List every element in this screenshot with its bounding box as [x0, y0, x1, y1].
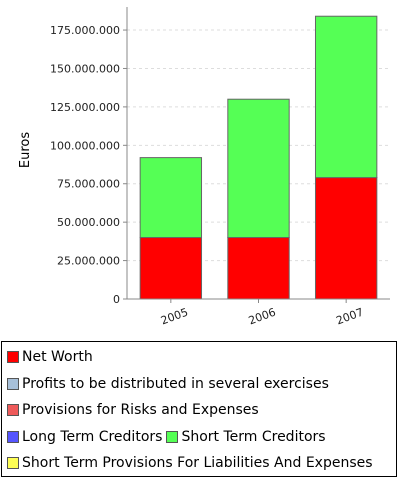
bar-segment[interactable] [139, 237, 203, 300]
legend-swatch [7, 351, 19, 363]
x-tick-label: 2005 [159, 306, 190, 328]
legend-row: Provisions for Risks and Expenses [7, 400, 259, 420]
stacked-bar-chart: 0 25.000.000 50.000.000 75.000.000 100.000.0… [18, 7, 390, 327]
legend-swatch [7, 430, 19, 443]
legend-label: Short Term Creditors [181, 428, 326, 445]
x-tick-labels: 2005 2006 2007 [159, 299, 365, 327]
legend-item[interactable]: Short Term Creditors [166, 428, 326, 445]
bar-segment[interactable] [314, 177, 378, 300]
y-tick-label: 75.000.000 [57, 178, 120, 191]
y-axis-title: Euros [18, 132, 33, 168]
chart-area: 0 25.000.000 50.000.000 75.000.000 100.000.0… [18, 7, 390, 327]
bar-segment[interactable] [314, 15, 378, 179]
legend-swatch [7, 457, 19, 469]
y-tick-labels: 0 25.000.000 50.000.000 75.000.000 100.000.0… [50, 24, 127, 306]
legend: Net Worth Profits to be distributed in se… [1, 341, 397, 477]
legend-label: Profits to be distributed in several exe… [22, 375, 329, 392]
legend-label: Net Worth [22, 349, 93, 365]
y-tick-label: 150.000.000 [50, 62, 120, 75]
y-tick-label: 125.000.000 [50, 101, 120, 114]
y-tick-label: 25.000.000 [57, 255, 120, 268]
legend-item[interactable]: Profits to be distributed in several exe… [7, 376, 329, 392]
bars [139, 15, 378, 300]
legend-swatch [7, 377, 19, 390]
x-tick-label: 2007 [334, 306, 365, 328]
legend-item[interactable]: Long Term Creditors [7, 429, 162, 445]
legend-row: Long Term Creditors Short Term Creditors [7, 427, 326, 447]
legend-label: Short Term Provisions For Liabilities An… [22, 455, 373, 471]
legend-label: Provisions for Risks and Expenses [22, 402, 259, 418]
y-tick-label: 100.000.000 [50, 139, 120, 152]
y-tick-label: 0 [113, 293, 120, 306]
legend-item[interactable]: Short Term Provisions For Liabilities An… [7, 455, 373, 471]
y-tick-label: 175.000.000 [50, 24, 120, 37]
bar-segment[interactable] [139, 157, 203, 239]
x-tick-label: 2006 [247, 306, 278, 328]
bar-segment[interactable] [227, 237, 290, 300]
legend-item[interactable]: Net Worth [7, 349, 93, 365]
bar-segment[interactable] [227, 98, 290, 239]
legend-swatch [166, 430, 179, 443]
y-tick-label: 50.000.000 [57, 216, 120, 229]
legend-row: Net Worth [7, 347, 93, 367]
legend-row: Profits to be distributed in several exe… [7, 374, 329, 394]
legend-item[interactable]: Provisions for Risks and Expenses [7, 402, 259, 418]
legend-row: Short Term Provisions For Liabilities An… [7, 453, 373, 473]
legend-swatch [7, 404, 19, 416]
legend-label: Long Term Creditors [22, 428, 163, 445]
